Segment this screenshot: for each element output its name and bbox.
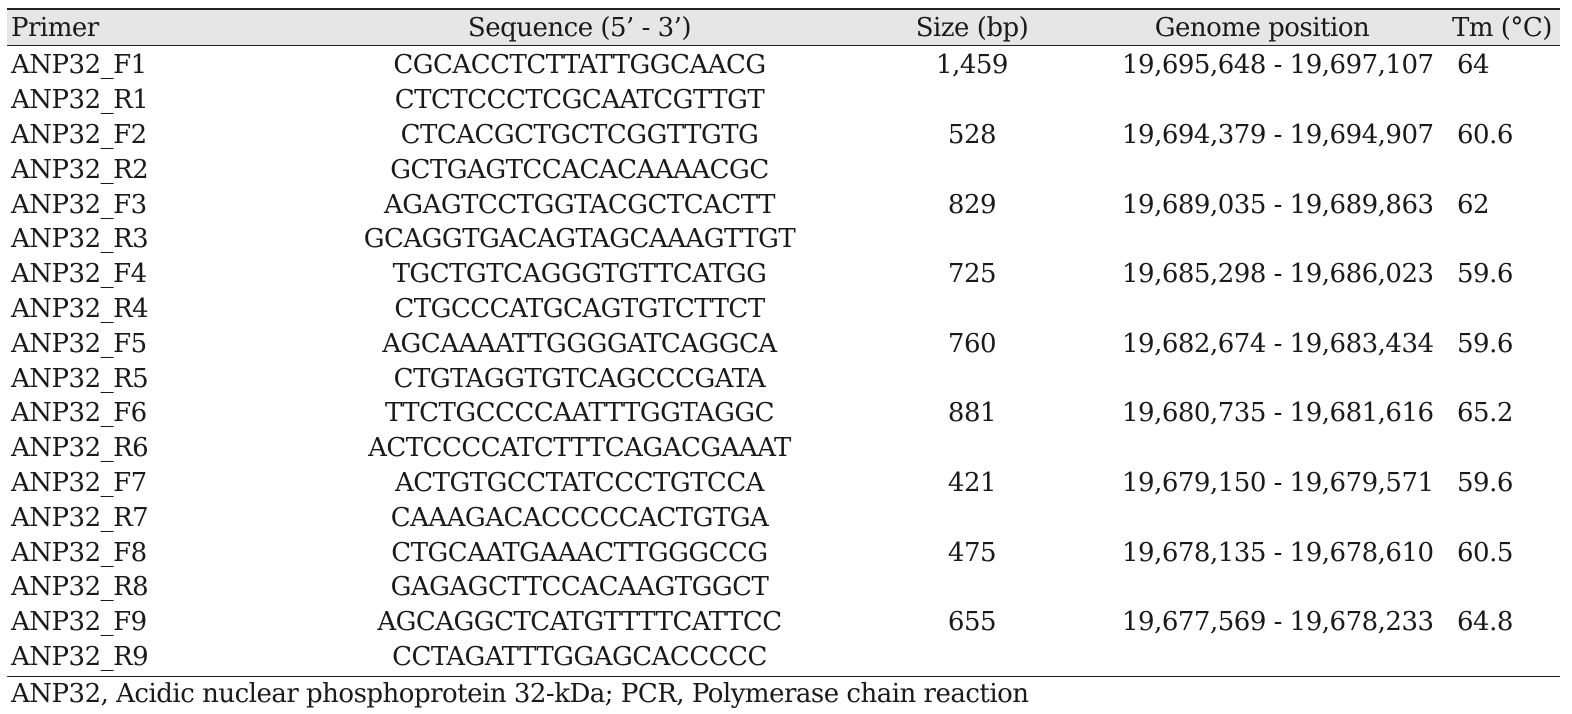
- cell-size: 475: [947, 537, 997, 568]
- cell-size: 725: [947, 259, 997, 290]
- cell-tm: 59.6: [1457, 467, 1513, 498]
- table-row: ANP32_F9 AGCAGGCTCATGTTTTCATTCC 655 19,677,…: [7, 605, 1560, 640]
- cell-sequence: CTGTAGGTGTCAGCCCGATA: [393, 363, 766, 394]
- table-row: ANP32_R6 ACTCCCCATCTTTCAGACGAAAT: [7, 431, 1560, 466]
- primer-table: Primer Sequence (5’ - 3’) Size (bp) Geno…: [7, 8, 1560, 709]
- cell-sequence: ACTGTGCCTATCCCTGTCCA: [395, 467, 765, 498]
- header-primer: Primer: [11, 12, 99, 43]
- cell-primer: ANP32_R6: [11, 433, 149, 464]
- table-row: ANP32_R3 GCAGGTGACAGTAGCAAAGTTGT: [7, 222, 1560, 257]
- cell-sequence: TTCTGCCCCAATTTGGTAGGC: [384, 398, 775, 429]
- table-row: ANP32_R1 CTCTCCCTCGCAATCGTTGT: [7, 83, 1560, 118]
- cell-sequence: GCAGGTGACAGTAGCAAAGTTGT: [363, 224, 796, 255]
- cell-primer: ANP32_F1: [11, 50, 147, 81]
- cell-genome-position: 19,679,150 - 19,679,571: [1122, 467, 1434, 498]
- cell-primer: ANP32_F6: [11, 398, 147, 429]
- cell-primer: ANP32_R4: [11, 293, 149, 324]
- header-size: Size (bp): [915, 12, 1029, 43]
- cell-primer: ANP32_R5: [11, 363, 149, 394]
- table-row: ANP32_F8 CTGCAATGAAACTTGGGCCG 475 19,678,13…: [7, 535, 1560, 570]
- cell-primer: ANP32_R7: [11, 502, 149, 533]
- cell-tm: 62: [1457, 189, 1490, 220]
- cell-tm: 60.6: [1457, 119, 1513, 150]
- table-footnote: ANP32, Acidic nuclear phosphoprotein 32-…: [11, 679, 1029, 710]
- cell-tm: 64.8: [1457, 607, 1513, 638]
- table-bottom-rule: [7, 676, 1560, 678]
- cell-tm: 59.6: [1457, 328, 1513, 359]
- cell-sequence: TGCTGTCAGGGTGTTCATGG: [392, 259, 767, 290]
- table-row: ANP32_F4 TGCTGTCAGGGTGTTCATGG 725 19,685,29…: [7, 257, 1560, 292]
- cell-sequence: CTGCAATGAAACTTGGGCCG: [391, 537, 768, 568]
- table-body: ANP32_F1 CGCACCTCTTATTGGCAACG 1,459 19,695,…: [7, 46, 1560, 674]
- cell-sequence: CTCACGCTGCTCGGTTGTG: [400, 119, 759, 150]
- cell-sequence: CCTAGATTTGGAGCACCCCC: [392, 641, 767, 672]
- cell-genome-position: 19,677,569 - 19,678,233: [1122, 607, 1434, 638]
- cell-size: 829: [947, 189, 997, 220]
- cell-primer: ANP32_R9: [11, 641, 149, 672]
- cell-sequence: GAGAGCTTCCACAAGTGGCT: [390, 572, 769, 603]
- table-row: ANP32_R2 GCTGAGTCCACACAAAACGC: [7, 152, 1560, 187]
- table-header-row: Primer Sequence (5’ - 3’) Size (bp) Geno…: [7, 8, 1560, 46]
- table-row: ANP32_F5 AGCAAAATTGGGGATCAGGCA 760 19,682,6…: [7, 326, 1560, 361]
- cell-tm: 59.6: [1457, 259, 1513, 290]
- header-genome-position: Genome position: [1154, 12, 1370, 43]
- table-row: ANP32_F3 AGAGTCCTGGTACGCTCACTT 829 19,689,0…: [7, 187, 1560, 222]
- cell-size: 1,459: [936, 50, 1008, 81]
- table-row: ANP32_R8 GAGAGCTTCCACAAGTGGCT: [7, 570, 1560, 605]
- cell-size: 881: [947, 398, 997, 429]
- table-row: ANP32_F6 TTCTGCCCCAATTTGGTAGGC 881 19,680,7…: [7, 396, 1560, 431]
- cell-primer: ANP32_R8: [11, 572, 149, 603]
- cell-primer: ANP32_F5: [11, 328, 147, 359]
- cell-sequence: CTCTCCCTCGCAATCGTTGT: [394, 85, 765, 116]
- table-row: ANP32_F7 ACTGTGCCTATCCCTGTCCA 421 19,679,15…: [7, 466, 1560, 501]
- cell-genome-position: 19,680,735 - 19,681,616: [1122, 398, 1434, 429]
- table-row: ANP32_R5 CTGTAGGTGTCAGCCCGATA: [7, 361, 1560, 396]
- cell-sequence: CTGCCCATGCAGTGTCTTCT: [394, 293, 765, 324]
- cell-genome-position: 19,694,379 - 19,694,907: [1122, 119, 1434, 150]
- header-tm: Tm (°C): [1452, 12, 1552, 43]
- cell-tm: 65.2: [1457, 398, 1513, 429]
- cell-size: 760: [947, 328, 997, 359]
- cell-primer: ANP32_F7: [11, 467, 147, 498]
- cell-primer: ANP32_F8: [11, 537, 147, 568]
- cell-genome-position: 19,682,674 - 19,683,434: [1122, 328, 1434, 359]
- table-row: ANP32_F2 CTCACGCTGCTCGGTTGTG 528 19,694,379…: [7, 118, 1560, 153]
- cell-sequence: GCTGAGTCCACACAAAACGC: [390, 154, 769, 185]
- cell-genome-position: 19,695,648 - 19,697,107: [1122, 50, 1434, 81]
- table-row: ANP32_R4 CTGCCCATGCAGTGTCTTCT: [7, 292, 1560, 327]
- cell-primer: ANP32_F4: [11, 259, 147, 290]
- table-row: ANP32_R7 CAAAGACACCCCCACTGTGA: [7, 500, 1560, 535]
- cell-primer: ANP32_F3: [11, 189, 147, 220]
- cell-size: 528: [947, 119, 997, 150]
- cell-size: 655: [947, 607, 997, 638]
- cell-genome-position: 19,685,298 - 19,686,023: [1122, 259, 1434, 290]
- cell-size: 421: [947, 467, 997, 498]
- cell-tm: 60.5: [1457, 537, 1513, 568]
- cell-sequence: CAAAGACACCCCCACTGTGA: [390, 502, 769, 533]
- cell-sequence: CGCACCTCTTATTGGCAACG: [393, 50, 766, 81]
- cell-primer: ANP32_F9: [11, 607, 147, 638]
- cell-genome-position: 19,678,135 - 19,678,610: [1122, 537, 1434, 568]
- cell-primer: ANP32_R3: [11, 224, 149, 255]
- cell-sequence: AGCAAAATTGGGGATCAGGCA: [382, 328, 777, 359]
- table-row: ANP32_R9 CCTAGATTTGGAGCACCCCC: [7, 640, 1560, 675]
- cell-genome-position: 19,689,035 - 19,689,863: [1122, 189, 1434, 220]
- cell-primer: ANP32_F2: [11, 119, 147, 150]
- cell-primer: ANP32_R1: [11, 85, 149, 116]
- cell-sequence: AGAGTCCTGGTACGCTCACTT: [384, 189, 775, 220]
- cell-tm: 64: [1457, 50, 1490, 81]
- cell-sequence: AGCAGGCTCATGTTTTCATTCC: [377, 607, 782, 638]
- cell-sequence: ACTCCCCATCTTTCAGACGAAAT: [368, 433, 791, 464]
- header-sequence: Sequence (5’ - 3’): [467, 12, 692, 43]
- table-row: ANP32_F1 CGCACCTCTTATTGGCAACG 1,459 19,695,…: [7, 48, 1560, 83]
- cell-primer: ANP32_R2: [11, 154, 149, 185]
